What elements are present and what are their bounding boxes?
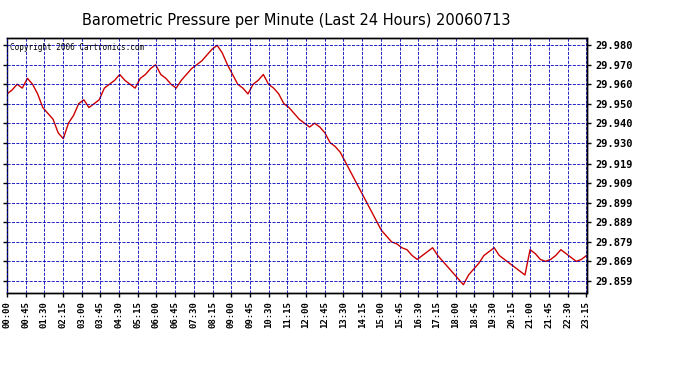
Text: Copyright 2006 Cartronics.com: Copyright 2006 Cartronics.com: [10, 43, 144, 52]
Text: Barometric Pressure per Minute (Last 24 Hours) 20060713: Barometric Pressure per Minute (Last 24 …: [82, 13, 511, 28]
